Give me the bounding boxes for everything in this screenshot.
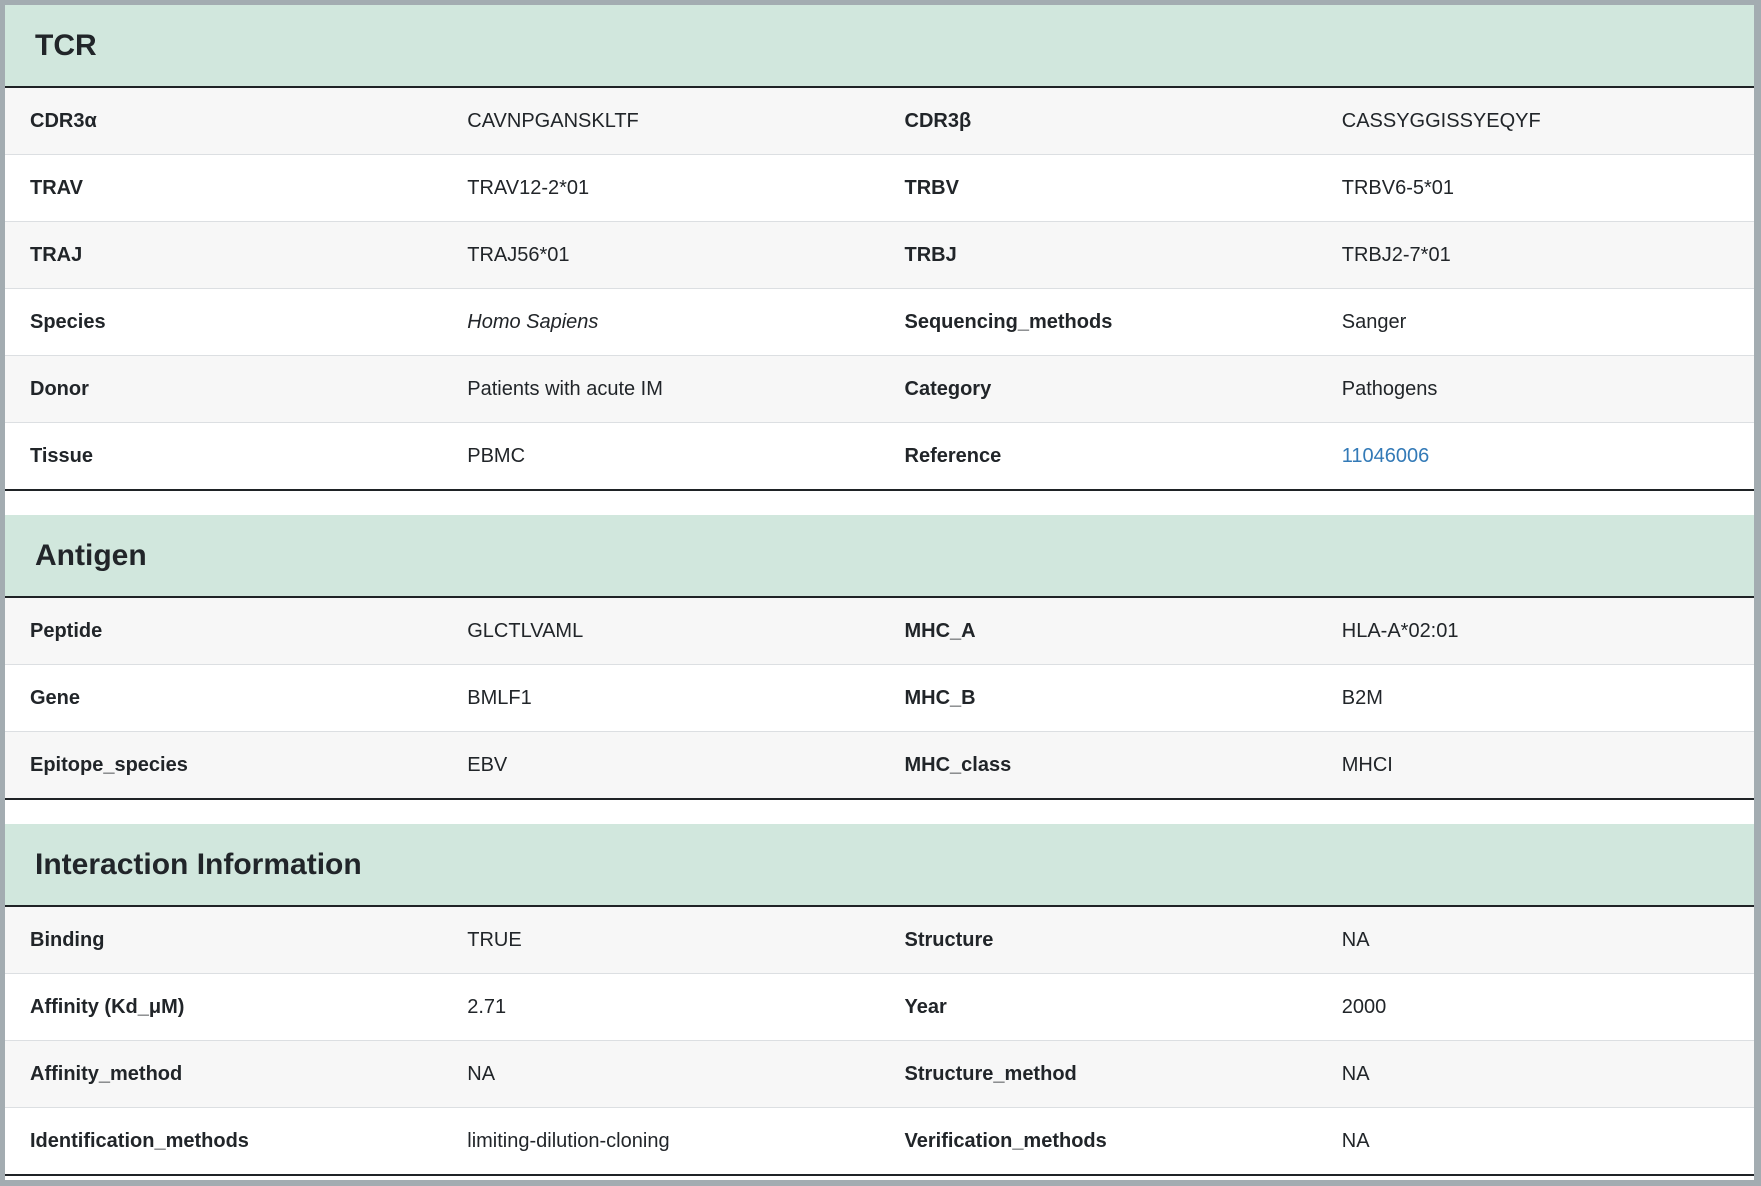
field-value: B2M <box>1341 687 1383 709</box>
reference-link[interactable]: 11046006 <box>1341 445 1430 467</box>
field-label: Peptide <box>30 620 103 642</box>
field-value: HLA-A*02:01 <box>1341 620 1459 642</box>
field-value: 2.71 <box>467 996 507 1018</box>
field-label: Category <box>904 378 992 400</box>
field-label: MHC_class <box>904 754 1012 776</box>
field-label: Donor <box>30 378 89 400</box>
field-value: EBV <box>467 754 508 776</box>
field-value: TRAJ56*01 <box>467 244 570 266</box>
field-label: Year <box>904 996 947 1018</box>
field-label: Structure_method <box>904 1063 1077 1085</box>
field-value: CASSYGGISSYEQYF <box>1341 110 1541 132</box>
tcr-rows: CDR3α CAVNPGANSKLTF CDR3β CASSYGGISSYEQYF TR… <box>5 88 1754 491</box>
field-value: limiting-dilution-cloning <box>467 1130 670 1152</box>
table-row: Tissue PBMC Reference 11046006 <box>5 422 1754 489</box>
antigen-section: Antigen Peptide GLCTLVAML MHC_A HLA-A*02:01… <box>5 515 1754 800</box>
field-label: Sequencing_methods <box>904 311 1113 333</box>
field-value: NA <box>1341 929 1370 951</box>
table-row: CDR3α CAVNPGANSKLTF CDR3β CASSYGGISSYEQYF <box>5 88 1754 154</box>
field-value: Pathogens <box>1341 378 1438 400</box>
section-title: TCR <box>35 29 97 62</box>
field-value: BMLF1 <box>467 687 532 709</box>
field-label: CDR3α <box>30 110 97 132</box>
field-value: Homo Sapiens <box>467 311 599 333</box>
field-label: TRBV <box>904 177 959 199</box>
tcr-section-header: TCR <box>5 5 1754 88</box>
field-label: Binding <box>30 929 105 951</box>
field-value: TRBJ2-7*01 <box>1341 244 1451 266</box>
interaction-information-section-header: Interaction Information <box>5 824 1754 907</box>
field-value: Sanger <box>1341 311 1407 333</box>
section-title: Antigen <box>35 539 147 572</box>
field-label: Species <box>30 311 106 333</box>
field-value: Patients with acute IM <box>467 378 663 400</box>
field-label: MHC_B <box>904 687 976 709</box>
field-value: NA <box>1341 1130 1370 1152</box>
field-value: TRUE <box>467 929 522 951</box>
field-label: Epitope_species <box>30 754 188 776</box>
field-value: 2000 <box>1341 996 1387 1018</box>
table-row: Peptide GLCTLVAML MHC_A HLA-A*02:01 <box>5 598 1754 664</box>
field-value: NA <box>1341 1063 1370 1085</box>
field-label: Identification_methods <box>30 1130 249 1152</box>
field-label: Tissue <box>30 445 93 467</box>
interaction-rows: Binding TRUE Structure NA Affinity (Kd_μM) 2.… <box>5 907 1754 1176</box>
tcr-section: TCR CDR3α CAVNPGANSKLTF CDR3β CASSYGGISSYEQ… <box>5 5 1754 491</box>
field-value: NA <box>467 1063 496 1085</box>
table-row: TRAJ TRAJ56*01 TRBJ TRBJ2-7*01 <box>5 221 1754 288</box>
antigen-rows: Peptide GLCTLVAML MHC_A HLA-A*02:01 Gene BMLF… <box>5 598 1754 800</box>
field-value: TRAV12-2*01 <box>467 177 590 199</box>
field-label: TRAV <box>30 177 83 199</box>
section-title: Interaction Information <box>35 848 362 881</box>
field-value: CAVNPGANSKLTF <box>467 110 639 132</box>
field-label: Verification_methods <box>904 1130 1107 1152</box>
table-row: Donor Patients with acute IM Category Patho… <box>5 355 1754 422</box>
table-row: Identification_methods limiting-dilution-… <box>5 1107 1754 1174</box>
field-value: MHCI <box>1341 754 1393 776</box>
table-row: Binding TRUE Structure NA <box>5 907 1754 973</box>
table-row: Gene BMLF1 MHC_B B2M <box>5 664 1754 731</box>
field-label: Affinity (Kd_μM) <box>30 996 185 1018</box>
field-label: Affinity_method <box>30 1063 183 1085</box>
field-label: CDR3β <box>904 110 972 132</box>
table-row: TRAV TRAV12-2*01 TRBV TRBV6-5*01 <box>5 154 1754 221</box>
field-label: TRAJ <box>30 244 83 266</box>
table-row: Affinity_method NA Structure_method NA <box>5 1040 1754 1107</box>
antigen-section-header: Antigen <box>5 515 1754 598</box>
field-label: TRBJ <box>904 244 957 266</box>
field-label: MHC_A <box>904 620 976 642</box>
table-row: Affinity (Kd_μM) 2.71 Year 2000 <box>5 973 1754 1040</box>
field-label: Reference <box>904 445 1002 467</box>
interaction-information-section: Interaction Information Binding TRUE Struc… <box>5 824 1754 1176</box>
field-value: TRBV6-5*01 <box>1341 177 1455 199</box>
field-value: PBMC <box>467 445 526 467</box>
field-label: Structure <box>904 929 994 951</box>
table-row: Species Homo Sapiens Sequencing_methods San… <box>5 288 1754 355</box>
table-row: Epitope_species EBV MHC_class MHCI <box>5 731 1754 798</box>
field-label: Gene <box>30 687 81 709</box>
field-value: GLCTLVAML <box>467 620 584 642</box>
